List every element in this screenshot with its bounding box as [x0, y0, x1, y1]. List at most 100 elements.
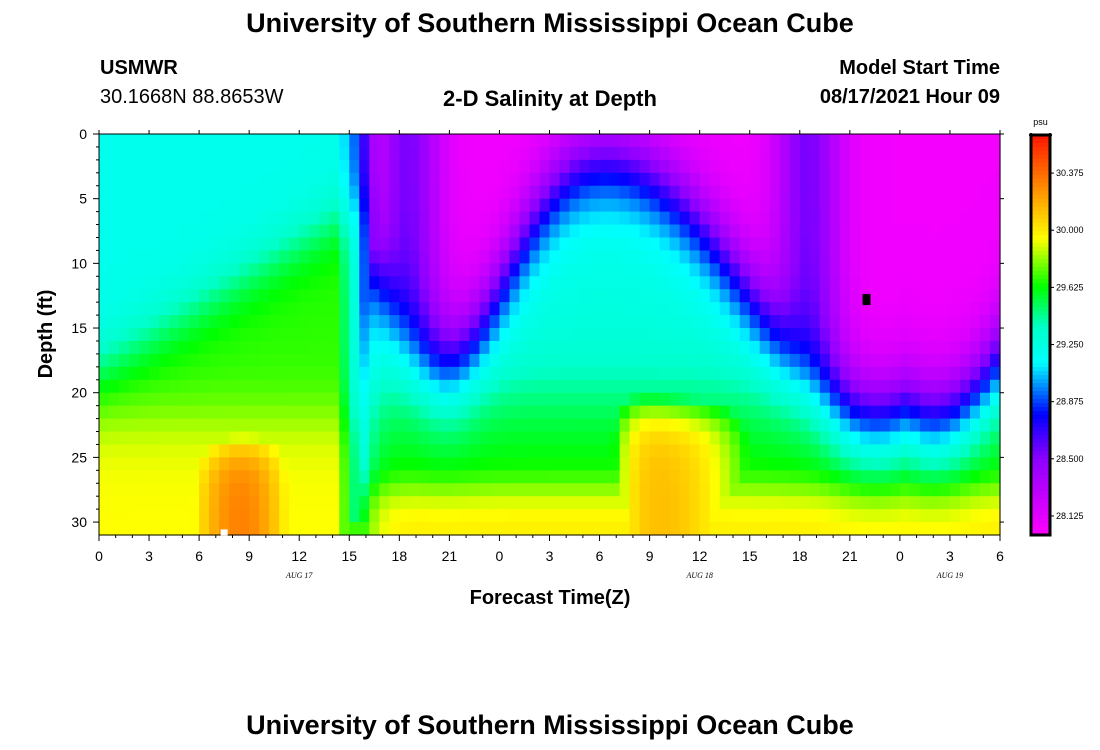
heatmap-cell — [879, 470, 891, 484]
heatmap-cell — [99, 263, 110, 277]
heatmap-cell — [239, 366, 250, 381]
heatmap-cell — [129, 509, 140, 523]
heatmap-cell — [489, 509, 501, 523]
heatmap-cell — [329, 340, 340, 355]
heatmap-cell — [849, 211, 861, 226]
heatmap-cell — [969, 276, 981, 290]
heatmap-cell — [479, 250, 491, 264]
heatmap-cell — [489, 237, 501, 252]
heatmap-cell — [729, 405, 741, 420]
heatmap-cell — [499, 522, 511, 536]
heatmap-cell — [819, 250, 831, 264]
heatmap-cell — [629, 302, 641, 316]
heatmap-cell — [239, 134, 250, 148]
heatmap-cell — [119, 366, 130, 381]
heatmap-cell — [509, 211, 521, 226]
heatmap-cell — [159, 211, 170, 226]
heatmap-cell — [839, 185, 851, 200]
heatmap-cell — [989, 237, 1001, 252]
heatmap-cell — [699, 211, 711, 226]
heatmap-cell — [179, 159, 190, 174]
colorbar-step — [1031, 419, 1050, 424]
heatmap-cell — [719, 250, 731, 264]
heatmap-cell — [839, 392, 851, 407]
heatmap-cell — [869, 353, 881, 368]
heatmap-cell — [969, 522, 981, 536]
heatmap-cell — [959, 198, 971, 213]
heatmap-cell — [519, 509, 531, 523]
heatmap-cell — [379, 509, 390, 523]
heatmap-cell — [989, 224, 1001, 239]
heatmap-cell — [739, 353, 751, 368]
heatmap-cell — [719, 211, 731, 226]
heatmap-cell — [839, 509, 851, 523]
heatmap-cell — [629, 328, 641, 342]
heatmap-cell — [409, 159, 420, 174]
heatmap-cell — [259, 470, 270, 484]
heatmap-cell — [379, 392, 390, 407]
heatmap-cell — [909, 172, 921, 187]
heatmap-cell — [839, 250, 851, 264]
heatmap-cell — [289, 185, 300, 200]
heatmap-cell — [339, 315, 350, 329]
heatmap-cell — [719, 185, 731, 200]
heatmap-cell — [139, 366, 150, 381]
heatmap-cell — [749, 431, 761, 446]
heatmap-cell — [949, 418, 961, 433]
colorbar-step — [1031, 159, 1050, 164]
heatmap-cell — [759, 496, 771, 510]
heatmap-cell — [679, 263, 691, 277]
heatmap-cell — [959, 431, 971, 446]
heatmap-cell — [239, 224, 250, 239]
heatmap-cell — [829, 496, 841, 510]
heatmap-cell — [309, 211, 320, 226]
heatmap-cell — [419, 250, 430, 264]
heatmap-cell — [889, 211, 901, 226]
heatmap-cell — [609, 405, 621, 420]
heatmap-cell — [479, 457, 491, 471]
heatmap-cell — [109, 405, 120, 420]
heatmap-cell — [319, 366, 330, 381]
colorbar-step — [1031, 487, 1050, 492]
heatmap-cell — [579, 185, 591, 200]
colorbar-step — [1031, 251, 1050, 256]
heatmap-cell — [179, 444, 190, 458]
heatmap-cell — [789, 172, 801, 187]
heatmap-cell — [909, 392, 921, 407]
heatmap-cell — [529, 418, 541, 433]
heatmap-cell — [709, 509, 721, 523]
heatmap-cell — [729, 353, 741, 368]
heatmap-cell — [789, 431, 801, 446]
heatmap-cell — [419, 496, 430, 510]
heatmap-cell — [729, 444, 741, 458]
heatmap-cell — [249, 159, 260, 174]
heatmap-cell — [429, 340, 440, 355]
heatmap-cell — [949, 134, 961, 148]
heatmap-cell — [959, 496, 971, 510]
heatmap-cell — [649, 496, 661, 510]
heatmap-cell — [969, 392, 981, 407]
heatmap-cell — [109, 353, 120, 368]
heatmap-cell — [679, 379, 691, 394]
heatmap-cell — [99, 483, 110, 497]
x-tick-label: 0 — [95, 548, 103, 564]
heatmap-cell — [949, 198, 961, 213]
heatmap-cell — [619, 379, 631, 394]
heatmap-cell — [759, 185, 771, 200]
heatmap-cell — [239, 418, 250, 433]
heatmap-cell — [549, 496, 561, 510]
heatmap-cell — [629, 237, 641, 252]
heatmap-cell — [319, 457, 330, 471]
heatmap-cell — [289, 366, 300, 381]
heatmap-cell — [539, 302, 551, 316]
heatmap-cell — [879, 392, 891, 407]
heatmap-cell — [349, 509, 360, 523]
heatmap-cell — [699, 483, 711, 497]
heatmap-cell — [219, 211, 230, 226]
heatmap-cell — [519, 237, 531, 252]
heatmap-cell — [649, 134, 661, 148]
heatmap-cell — [579, 353, 591, 368]
heatmap-cell — [949, 146, 961, 161]
heatmap-cell — [339, 302, 350, 316]
heatmap-cell — [809, 366, 821, 381]
